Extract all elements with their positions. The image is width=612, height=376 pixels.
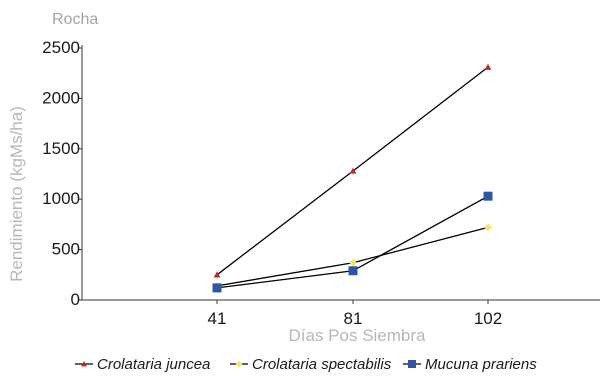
series-markers	[212, 63, 493, 293]
legend: Crolataria juncea Crolataria spectabilis M…	[75, 356, 537, 373]
data-point-mucuna-prariens	[212, 283, 222, 293]
y-tick-label: 500	[52, 240, 80, 259]
x-axis-title: Días Pos Siembra	[289, 326, 427, 345]
y-ticks: 0 500 1000 1500 2000 2500	[42, 38, 82, 309]
series-lines	[216, 66, 489, 289]
x-ticks: 41 81 102	[208, 300, 502, 328]
y-tick-label: 2500	[42, 38, 80, 57]
legend-label: Mucuna prariens	[425, 356, 537, 373]
data-point-crolataria-juncea	[349, 167, 357, 174]
y-tick-label: 1000	[42, 189, 80, 208]
x-tick-label: 81	[344, 309, 363, 328]
legend-marker-crolataria-spectabilis	[235, 360, 243, 368]
data-point-crolataria-juncea	[213, 271, 221, 278]
data-point-crolataria-juncea	[484, 63, 492, 70]
x-tick-label: 102	[474, 309, 502, 328]
chart-title: Rocha	[52, 11, 98, 28]
data-point-crolataria-spectabilis	[484, 223, 492, 232]
series-line-crolataria-spectabilis	[216, 226, 489, 287]
y-tick-label: 0	[71, 290, 80, 309]
axes	[81, 45, 600, 301]
data-point-mucuna-prariens	[348, 266, 358, 276]
y-axis-title: Rendimiento (kgMs/ha)	[7, 106, 26, 282]
legend-marker-crolataria-juncea	[81, 361, 87, 367]
legend-label: Crolataria juncea	[97, 356, 210, 373]
y-tick-label: 1500	[42, 139, 80, 158]
legend-marker-mucuna-prariens	[408, 360, 416, 368]
x-tick-label: 41	[208, 309, 227, 328]
y-tick-label: 2000	[42, 88, 80, 107]
data-point-crolataria-spectabilis	[349, 258, 357, 267]
legend-label: Crolataria spectabilis	[252, 356, 392, 373]
data-point-mucuna-prariens	[483, 191, 493, 201]
